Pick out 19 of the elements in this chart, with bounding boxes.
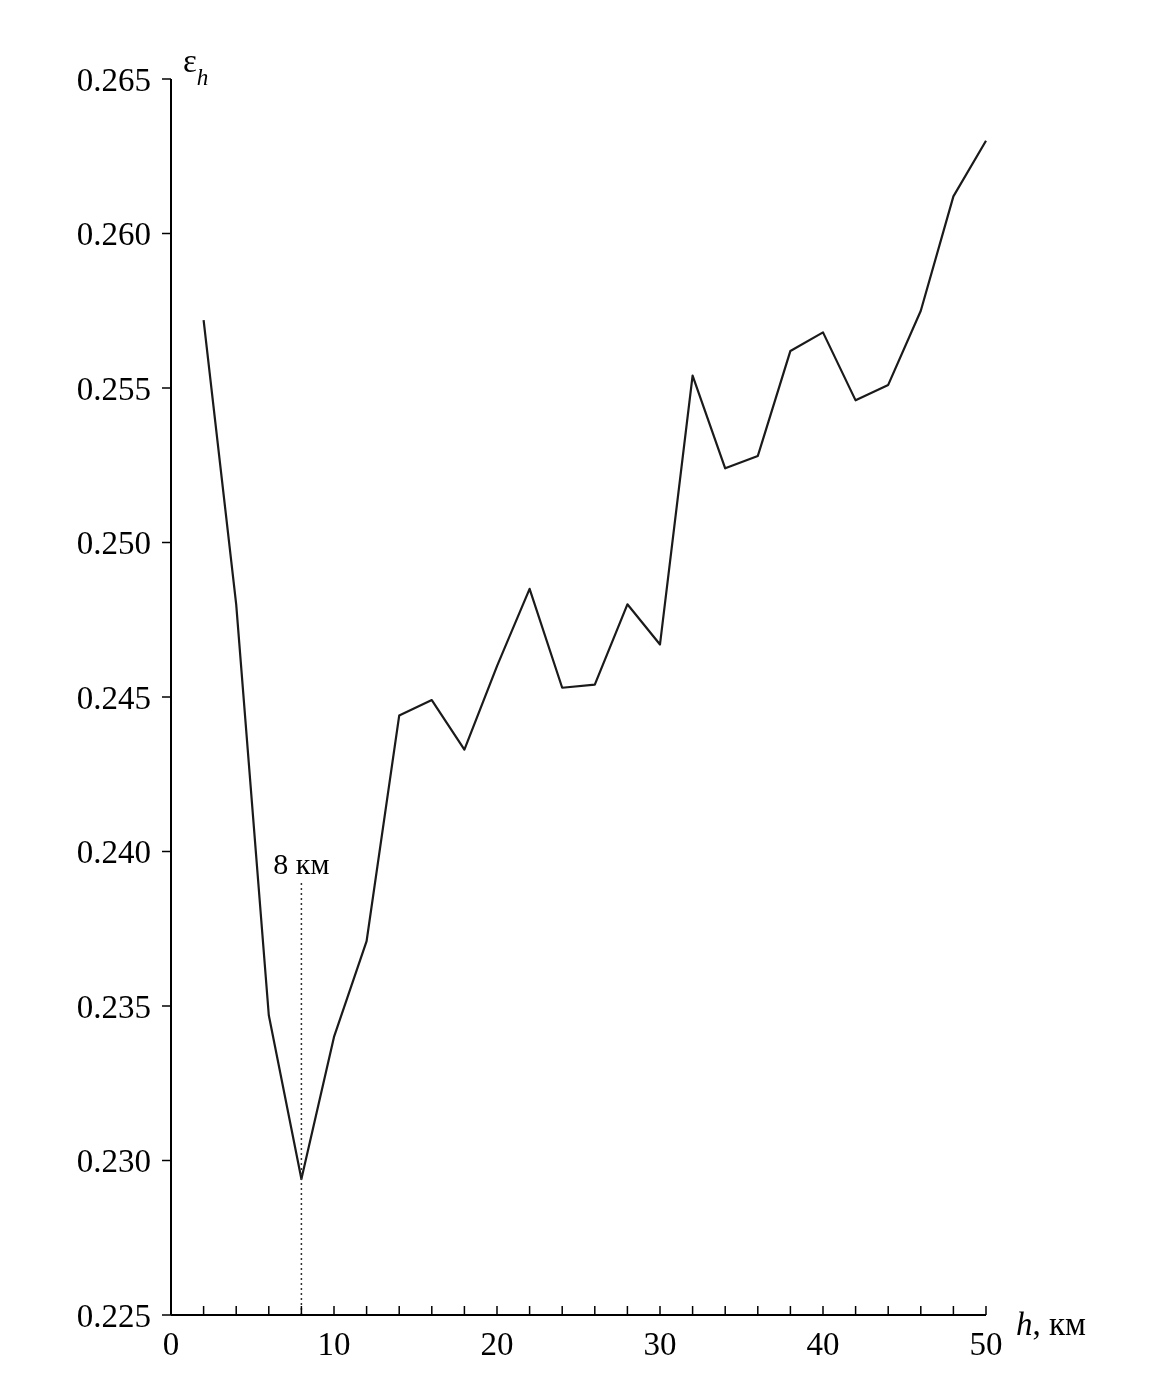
y-tick-label: 0.255 bbox=[76, 370, 151, 407]
x-tick-label: 20 bbox=[480, 1326, 514, 1362]
x-tick-label: 40 bbox=[806, 1326, 840, 1362]
x-tick-label: 50 bbox=[969, 1326, 1003, 1362]
y-tick-label: 0.250 bbox=[76, 525, 151, 562]
y-tick-label: 0.230 bbox=[76, 1143, 151, 1180]
x-axis-title: h, км bbox=[1016, 1306, 1087, 1342]
y-tick-label: 0.225 bbox=[76, 1297, 151, 1334]
y-tick-label: 0.265 bbox=[76, 61, 151, 98]
ref-line-label: 8 км bbox=[273, 847, 330, 881]
x-tick-label: 30 bbox=[643, 1326, 677, 1362]
y-tick-label: 0.245 bbox=[76, 679, 151, 716]
y-tick-label: 0.260 bbox=[76, 216, 151, 253]
y-axis-title: ε$_{h}$ bbox=[183, 43, 209, 91]
y-tick-label: 0.235 bbox=[76, 988, 151, 1025]
y-tick-label: 0.240 bbox=[76, 834, 151, 871]
x-tick-label: 10 bbox=[317, 1326, 351, 1362]
line-series bbox=[202, 139, 988, 1181]
x-tick-label: 0 bbox=[162, 1326, 180, 1362]
